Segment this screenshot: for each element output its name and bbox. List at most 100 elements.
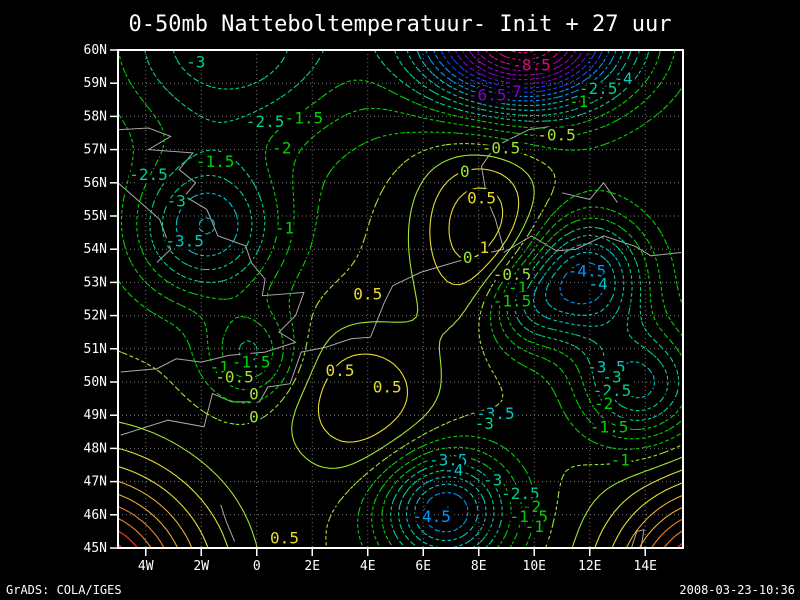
contour-line--2.0 [118, 50, 683, 548]
contour-line--3.0 [161, 50, 669, 548]
contour-label: 0 [460, 162, 470, 181]
contour-label: -1 [275, 218, 294, 237]
contour-line--3.5 [175, 50, 656, 548]
y-tick-label: 51N [84, 342, 107, 357]
contour-lines [118, 50, 683, 548]
contour-label: -1.5 [493, 291, 532, 310]
contour-line--1.5 [118, 50, 683, 548]
grads-credit: GrADS: COLA/IGES [6, 583, 122, 597]
contour-line--0.5 [118, 143, 683, 548]
contour-line--6.5 [454, 50, 591, 85]
contour-label: -1 [611, 451, 630, 470]
contour-label: -2 [522, 497, 541, 516]
contour-label: -3 [602, 368, 621, 387]
contour-label: -3.5 [165, 232, 204, 251]
contour-label: 0.5 [326, 361, 355, 380]
y-tick-label: 48N [84, 441, 107, 456]
y-tick-label: 57N [84, 143, 107, 158]
contour-line-0.0 [118, 154, 683, 548]
contour-label: -2.5 [579, 79, 618, 98]
contour-label: -1.5 [196, 152, 235, 171]
contour-line-3.0 [118, 517, 683, 548]
contour-label: -2.5 [129, 165, 168, 184]
contour-label: -1.5 [590, 417, 629, 436]
x-tick-label: 0 [253, 559, 261, 574]
y-tick-label: 52N [84, 309, 107, 324]
contour-label: -3.5 [429, 451, 468, 470]
contour-label: -1 [525, 517, 544, 536]
contour-label: -0.5 [215, 368, 254, 387]
contour-label: -3 [483, 471, 502, 490]
y-tick-label: 60N [84, 43, 107, 58]
contour-label: 0 [249, 408, 259, 427]
x-tick-label: 4E [360, 559, 376, 574]
timestamp: 2008-03-23-10:36 [679, 583, 795, 597]
contour-label: -1.5 [232, 353, 271, 372]
contour-label: -8.5 [512, 56, 551, 75]
contour-label: -4.5 [412, 507, 451, 526]
y-tick-label: 49N [84, 408, 107, 423]
contour-label: -7 [502, 82, 521, 101]
coastlines [118, 125, 682, 548]
x-tick-label: 2W [193, 559, 209, 574]
contour-label: -4 [613, 69, 632, 88]
contour-label: 0.5 [353, 285, 382, 304]
contour-label: -0.5 [482, 139, 521, 158]
contour-label: -3.5 [587, 358, 626, 377]
contour-label: 0.5 [373, 378, 402, 397]
contour-label: -3 [167, 192, 186, 211]
contour-label: -1 [210, 358, 229, 377]
contour-line--6.0 [447, 50, 597, 89]
contour-label: -0.5 [493, 265, 532, 284]
contour-label: -3 [186, 52, 205, 71]
x-tick-label: 2E [304, 559, 320, 574]
y-tick-label: 55N [84, 209, 107, 224]
contour-label: 0 [463, 248, 473, 267]
contour-label: 1 [479, 238, 489, 257]
y-tick-label: 59N [84, 76, 107, 91]
contour-line-1.5 [118, 480, 683, 548]
contour-line--2.5 [144, 50, 680, 548]
contour-line--7.5 [468, 50, 577, 76]
axes: 4W 2W 0 2E 4E 6E 8E 10E 12E 14E 60N 59N 58N 57N 56N 55N… [84, 43, 684, 574]
contour-label: -4.5 [568, 261, 607, 280]
contour-label: 0.5 [467, 188, 496, 207]
contour-label: -2.5 [593, 381, 632, 400]
y-tick-label: 54N [84, 242, 107, 257]
contour-line--1.0 [118, 85, 683, 548]
contour-label: -2.5 [501, 484, 540, 503]
x-tick-label: 14E [634, 559, 657, 574]
contour-line-1.0 [118, 187, 683, 548]
contour-line--4.0 [198, 50, 624, 542]
contour-label: -4 [588, 275, 607, 294]
contour-label: -2.5 [246, 112, 285, 131]
contour-label: -1 [569, 92, 588, 111]
y-tick-label: 45N [84, 541, 107, 556]
y-tick-label: 50N [84, 375, 107, 390]
contour-label: -1 [508, 278, 527, 297]
x-tick-label: 6E [415, 559, 431, 574]
contour-label: 0.5 [270, 529, 299, 548]
x-tick-label: 12E [578, 559, 601, 574]
gridlines [118, 50, 683, 548]
contour-label: -6.5 [468, 85, 507, 104]
contour-line--8.5 [484, 50, 562, 67]
y-tick-label: 58N [84, 109, 107, 124]
x-tick-label: 8E [471, 559, 487, 574]
y-tick-label: 47N [84, 475, 107, 490]
contour-line--5.0 [432, 50, 610, 518]
contour-line--4.5 [423, 50, 617, 533]
contour-label: -4 [444, 461, 463, 480]
contour-label: -1.5 [509, 507, 548, 526]
contour-label: -0.5 [537, 125, 576, 144]
contour-label: 0 [249, 384, 259, 403]
x-tick-label: 10E [523, 559, 546, 574]
chart-title: 0-50mb Natteboltemperatuur- Init + 27 uu… [128, 12, 672, 37]
y-tick-label: 53N [84, 275, 107, 290]
contour-label: -3 [475, 414, 494, 433]
y-tick-label: 56N [84, 176, 107, 191]
x-tick-label: 4W [138, 559, 154, 574]
contour-label: -1.5 [285, 109, 324, 128]
